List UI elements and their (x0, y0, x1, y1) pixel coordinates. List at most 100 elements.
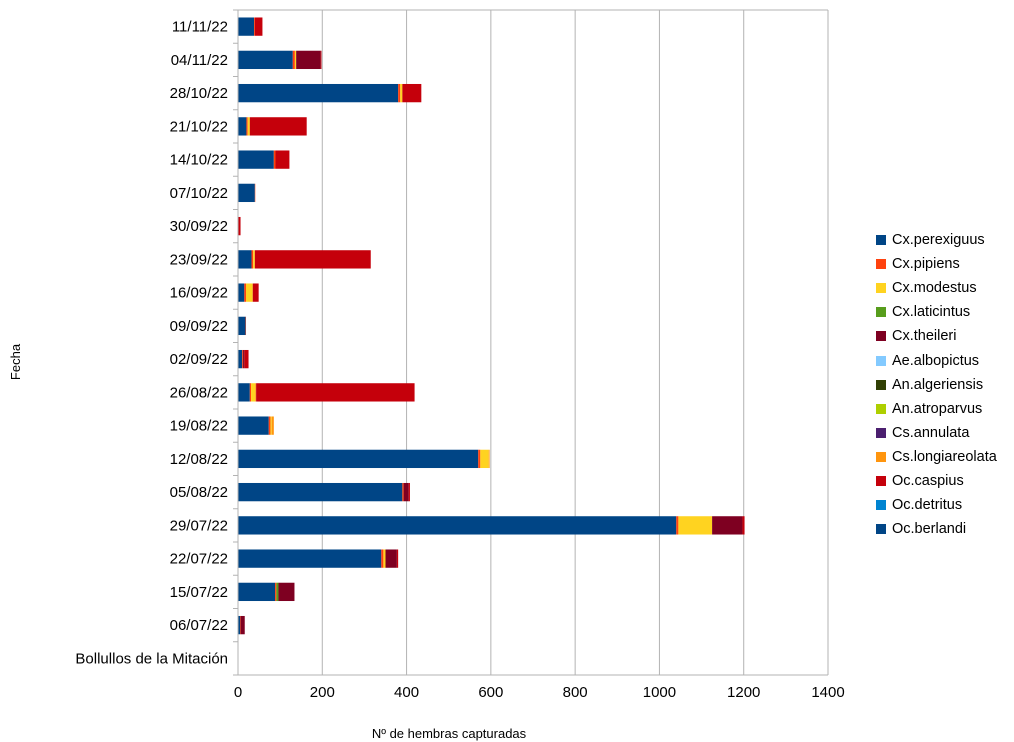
legend-swatch (876, 259, 886, 270)
x-tick-label: 1200 (727, 684, 760, 701)
bar-segment (271, 416, 274, 435)
y-tick-label: 06/07/22 (170, 617, 228, 634)
legend-swatch (876, 307, 886, 318)
bar-segment (402, 482, 404, 502)
legend-item: Ae.albopictus (876, 348, 997, 372)
bar-segment (238, 283, 245, 302)
legend-item: An.atroparvus (876, 397, 997, 421)
bar-segment (256, 383, 415, 402)
y-tick-label: Bollullos de la Mitación (75, 650, 228, 667)
x-tick-label: 600 (478, 684, 503, 701)
legend-swatch (876, 283, 886, 294)
bar-segment (678, 516, 713, 535)
bar-segment (408, 482, 410, 502)
y-tick-label: 09/09/22 (170, 318, 228, 335)
y-tick-label: 21/10/22 (170, 118, 228, 135)
legend-label: Oc.caspius (892, 472, 964, 489)
legend-label: Cx.perexiguus (892, 232, 985, 249)
bar-segment (244, 283, 247, 302)
bar-segment (246, 283, 253, 302)
bar-segment (246, 117, 248, 136)
bar-segment (255, 383, 257, 402)
legend-label: Oc.berlandi (892, 521, 967, 538)
bar-segment (712, 516, 743, 535)
bar-segment (254, 17, 263, 36)
bar-segment (238, 250, 252, 269)
legend-swatch (876, 403, 886, 414)
bar-segment (398, 83, 401, 103)
bar-segment (238, 482, 403, 502)
bar-segment (676, 516, 679, 535)
y-tick-label: 12/08/22 (170, 451, 228, 468)
legend-label: Cx.pipiens (892, 256, 960, 273)
bar-segment (238, 449, 479, 469)
bar-segment (381, 549, 384, 568)
bar-segment (478, 449, 481, 469)
bar-segment (254, 17, 255, 36)
bar-segment (273, 150, 276, 169)
gridlines (237, 9, 829, 675)
bar-segment (276, 582, 279, 602)
legend-item: An.algeriensis (876, 373, 997, 397)
legend-label: An.algeriensis (892, 376, 984, 393)
bar-segment (251, 250, 254, 269)
bars (238, 17, 745, 635)
legend-label: Cs.annulata (892, 424, 970, 441)
axes (233, 9, 828, 676)
legend-item: Oc.caspius (876, 469, 997, 493)
bar-segment (238, 17, 255, 36)
legend-swatch (876, 331, 886, 342)
bar-segment (275, 582, 277, 602)
legend-label: An.atroparvus (892, 400, 983, 417)
y-tick-label: 23/09/22 (170, 251, 228, 268)
bar-segment (400, 83, 403, 103)
legend-item: Oc.detritus (876, 493, 997, 517)
bar-segment (247, 117, 250, 136)
x-tick-label: 1400 (811, 684, 844, 701)
bar-segment (238, 416, 269, 435)
bar-segment (742, 516, 745, 535)
legend: Cx.perexiguus Cx.pipiens Cx.modestus Cx.lat… (876, 228, 997, 541)
bar-segment (253, 250, 255, 269)
bar-segment (238, 549, 382, 568)
legend-swatch (876, 451, 886, 462)
legend-swatch (876, 475, 886, 486)
legend-item: Cs.longiareolata (876, 445, 997, 469)
legend-label: Cs.longiareolata (892, 448, 997, 465)
bar-segment (270, 416, 272, 435)
bar-segment (244, 349, 249, 369)
y-axis-title: Fecha (8, 343, 23, 380)
bar-segment (249, 383, 252, 402)
x-tick-label: 200 (310, 684, 335, 701)
legend-swatch (876, 500, 886, 511)
bar-segment (238, 117, 247, 136)
bar-segment (238, 383, 250, 402)
bar-segment (292, 50, 295, 70)
bar-segment (242, 349, 244, 369)
bar-segment (278, 582, 295, 602)
bar-segment (238, 50, 293, 70)
bar-segment (252, 283, 259, 302)
bar-segment (238, 582, 276, 602)
bar-segment (251, 383, 256, 402)
bar-segment (383, 549, 386, 568)
legend-item: Cx.pipiens (876, 252, 997, 276)
y-tick-label: 30/09/22 (170, 218, 228, 235)
bar-segment (480, 449, 489, 469)
bar-segment (396, 549, 399, 568)
bar-segment (238, 216, 241, 236)
x-tick-label: 1000 (643, 684, 676, 701)
bar-segment (294, 50, 297, 70)
y-tick-label: 26/08/22 (170, 384, 228, 401)
legend-label: Cx.laticintus (892, 304, 971, 321)
legend-label: Cx.theileri (892, 328, 957, 345)
bar-segment (403, 482, 409, 502)
legend-item: Cx.laticintus (876, 300, 997, 324)
bar-segment (238, 615, 241, 635)
y-tick-label: 28/10/22 (170, 85, 228, 102)
y-tick-label: 22/07/22 (170, 551, 228, 568)
y-tick-label: 05/08/22 (170, 484, 228, 501)
bar-segment (238, 150, 274, 169)
x-tick-label: 400 (394, 684, 419, 701)
